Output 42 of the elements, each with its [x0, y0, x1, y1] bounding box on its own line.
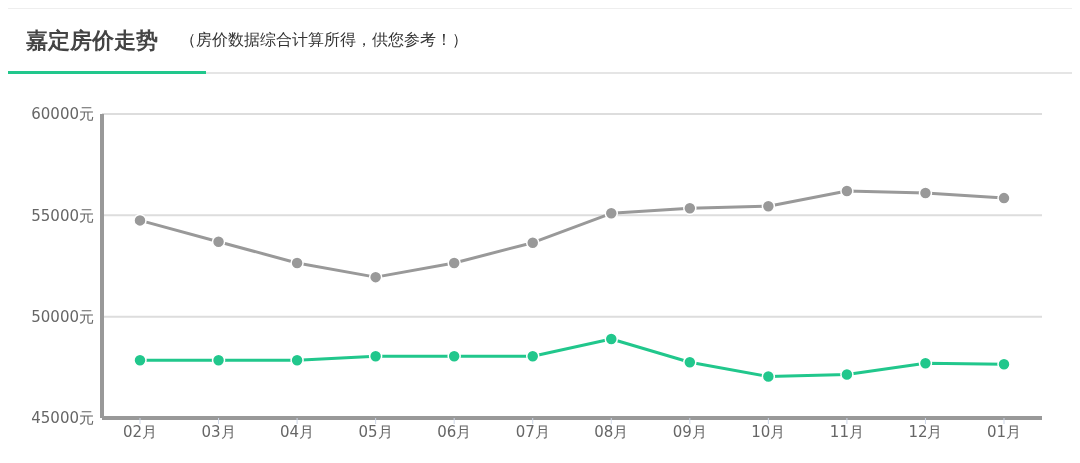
- chart-title: 嘉定房价走势: [26, 26, 158, 55]
- point: [761, 369, 776, 384]
- y-tick-label: 50000元: [31, 307, 94, 326]
- point: [525, 349, 540, 363]
- x-tick-label: 01月: [986, 422, 1022, 441]
- point: [840, 367, 854, 382]
- point: [997, 357, 1011, 372]
- point: [211, 353, 226, 367]
- chart-subtitle: （房价数据综合计算所得，供您参考！）: [180, 30, 468, 51]
- x-tick-label: 09月: [672, 422, 707, 441]
- point: [918, 356, 933, 371]
- point: [683, 355, 697, 370]
- point: [368, 270, 383, 284]
- point: [447, 256, 461, 270]
- point: [604, 332, 619, 346]
- point: [997, 191, 1011, 205]
- point: [525, 235, 540, 250]
- x-tick-label: 06月: [437, 422, 472, 441]
- point: [368, 349, 383, 363]
- y-tick-label: 45000元: [31, 409, 94, 428]
- y-tick-label: 60000元: [31, 105, 94, 124]
- x-tick-label: 03月: [201, 422, 236, 441]
- point: [840, 184, 854, 198]
- x-tick-label: 02月: [122, 422, 158, 441]
- point: [290, 353, 304, 367]
- point: [918, 186, 933, 200]
- point: [133, 213, 147, 228]
- point: [133, 353, 147, 367]
- point: [290, 256, 304, 270]
- x-tick-label: 10月: [751, 422, 786, 441]
- x-tick-label: 12月: [908, 422, 943, 441]
- x-tick-label: 05月: [358, 422, 393, 441]
- x-tick-label: 04月: [280, 422, 315, 441]
- point: [447, 349, 461, 363]
- x-tick-label: 07月: [515, 422, 550, 441]
- x-tick-label: 08月: [594, 422, 629, 441]
- point: [211, 234, 226, 249]
- point: [761, 199, 776, 213]
- point: [604, 206, 619, 221]
- point: [683, 201, 697, 215]
- y-tick-label: 55000元: [31, 206, 94, 225]
- x-tick-label: 11月: [829, 422, 864, 441]
